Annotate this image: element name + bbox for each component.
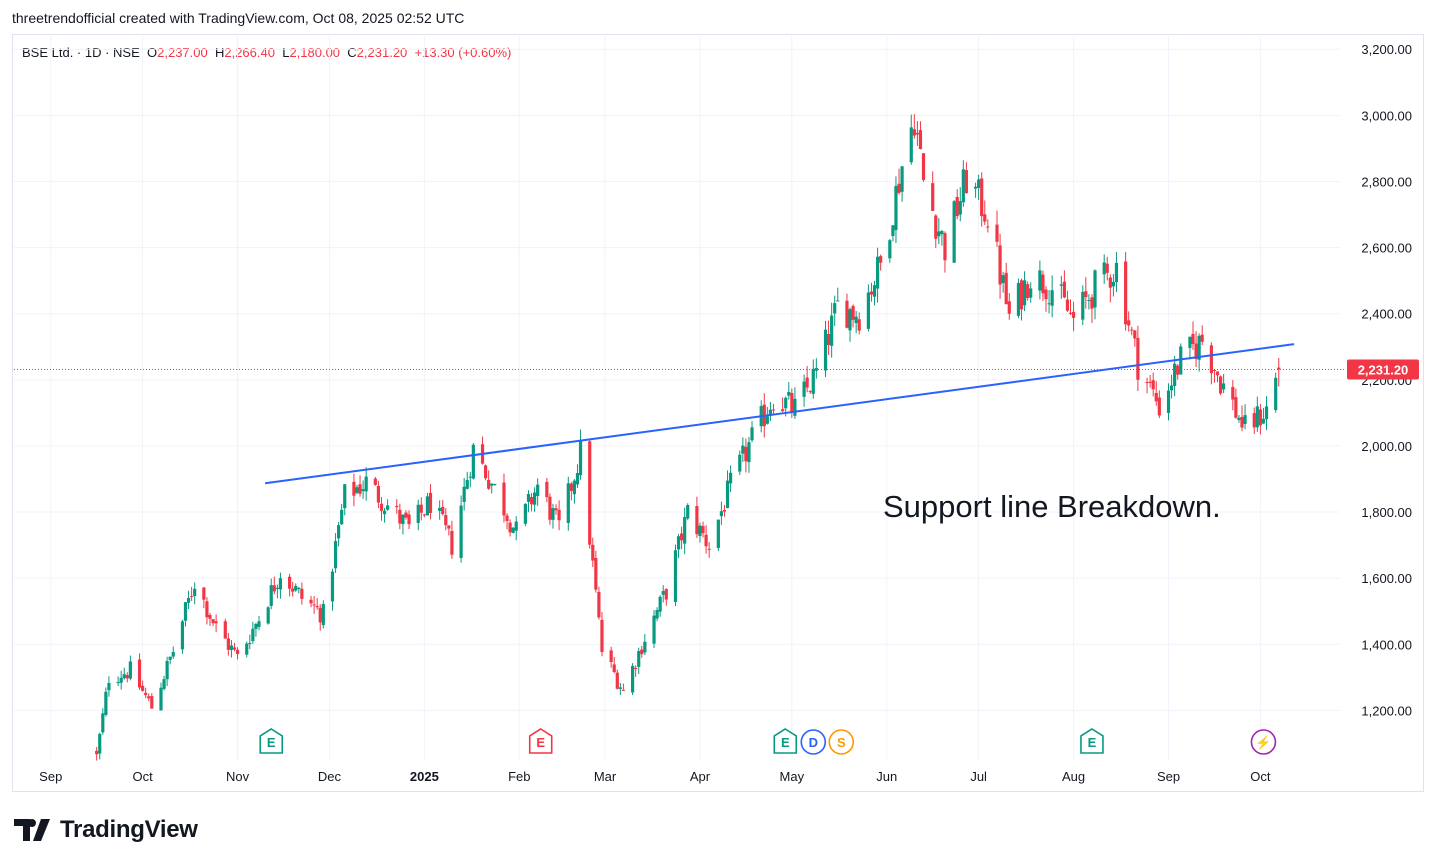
chart-caption: threetrendofficial created with TradingV… — [12, 10, 465, 26]
symbol-legend: BSE Ltd. · 1D · NSE O2,237.00 H2,266.40 … — [22, 45, 511, 60]
tradingview-wordmark: TradingView — [60, 816, 198, 843]
close-label: C — [347, 45, 357, 60]
change-value: +13.30 (+0.60%) — [414, 45, 512, 60]
high-value: 2,266.40 — [224, 45, 275, 60]
high-label: H — [214, 45, 225, 60]
close-value: 2,231.20 — [356, 45, 408, 60]
chart-frame — [12, 34, 1424, 792]
open-value: 2,237.00 — [157, 45, 208, 60]
low-value: 2,180.00 — [289, 45, 341, 60]
low-label: L — [282, 45, 290, 60]
symbol-name: BSE Ltd. · 1D · NSE — [22, 45, 140, 60]
tradingview-logo-icon — [14, 819, 50, 841]
open-label: O — [147, 45, 158, 60]
footer-logo[interactable]: TradingView — [14, 816, 198, 844]
